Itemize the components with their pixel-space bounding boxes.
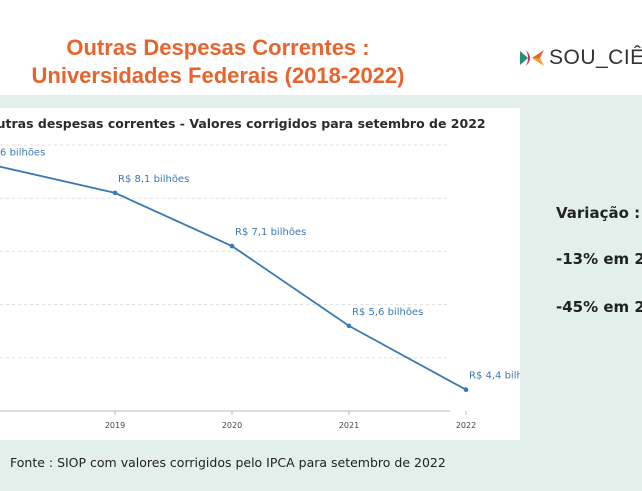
- chart-container: 2019 2020 2021 2022 R$ 8,6 bilhões R$ 8,1 bil…: [0, 108, 520, 440]
- data-point: [229, 243, 235, 249]
- data-label: R$ 8,1 bilhões: [118, 174, 189, 185]
- logo-text: SOU_CIÊN: [549, 46, 642, 69]
- data-label: R$ 5,6 bilhões: [352, 307, 423, 318]
- slide-title-line1: Outras Despesas Correntes :: [66, 35, 370, 60]
- logo-icon: [520, 50, 544, 66]
- source-note: Fonte : SIOP com valores corrigidos pelo…: [10, 455, 446, 470]
- x-tick-label: 2022: [456, 421, 476, 430]
- variation-label: Variação :: [556, 204, 641, 222]
- slide-title-line2: Universidades Federais (2018-2022): [31, 63, 405, 88]
- data-label: R$ 7,1 bilhões: [235, 227, 306, 238]
- chart-title: Outras despesas correntes - Valores corr…: [0, 116, 486, 131]
- variation-item-1: -13% em 2: [556, 250, 642, 268]
- x-tick-label: 2019: [105, 421, 125, 430]
- sou-ciencia-logo: SOU_CIÊN: [520, 46, 642, 70]
- slide-title: Outras Despesas Correntes : Universidade…: [0, 34, 436, 90]
- series-line: [0, 165, 467, 391]
- line-chart: 2019 2020 2021 2022 R$ 8,6 bilhões R$ 8,1 bil…: [0, 144, 520, 430]
- x-tick-label: 2021: [339, 421, 359, 430]
- data-point: [463, 387, 469, 393]
- data-point: [112, 190, 118, 196]
- data-label: R$ 4,4 bilhões: [469, 371, 520, 382]
- data-point: [346, 323, 352, 329]
- x-tick-label: 2020: [222, 421, 242, 430]
- variation-item-2: -45% em 2: [556, 298, 642, 316]
- data-label: R$ 8,6 bilhões: [0, 147, 45, 158]
